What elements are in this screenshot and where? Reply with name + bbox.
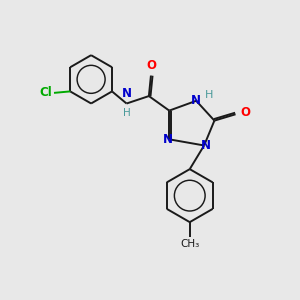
Text: H: H	[123, 108, 130, 118]
Text: CH₃: CH₃	[180, 239, 200, 249]
Text: N: N	[163, 133, 173, 146]
Text: O: O	[240, 106, 250, 119]
Text: N: N	[201, 139, 211, 152]
Text: O: O	[146, 59, 156, 72]
Text: N: N	[122, 87, 131, 100]
Text: N: N	[191, 94, 201, 107]
Text: H: H	[205, 90, 213, 100]
Text: Cl: Cl	[39, 86, 52, 99]
